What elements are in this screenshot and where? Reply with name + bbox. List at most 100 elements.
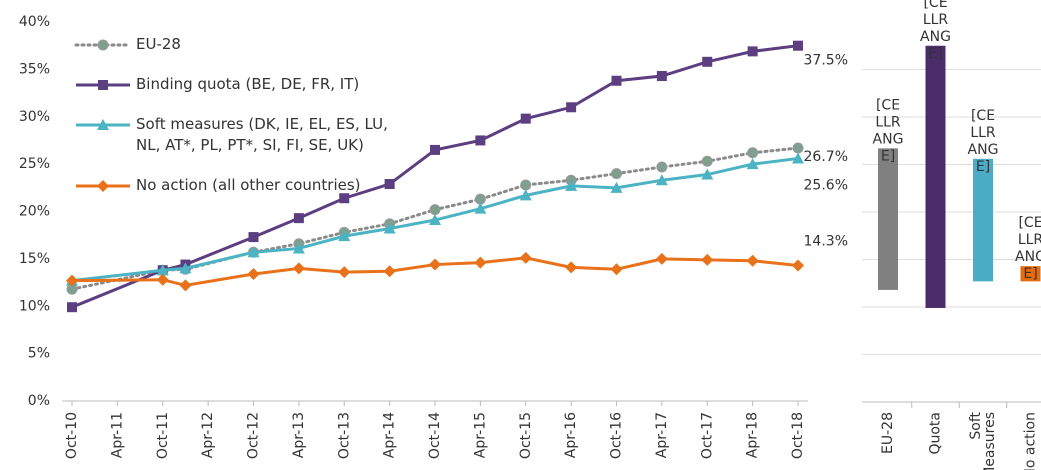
legend: EU-28 Binding quota (BE, DE, FR, IT) Soft … (74, 34, 404, 215)
data-label: [CE LLR ANG E] (1015, 215, 1041, 282)
marker (474, 202, 487, 214)
marker (429, 258, 441, 271)
x-tick-label: Oct-18 (790, 412, 806, 459)
legend-entry: No action (all other countries) (74, 175, 404, 196)
marker (520, 113, 531, 124)
marker (655, 174, 668, 186)
x-tick-label: Apr-17 (654, 412, 670, 458)
x-tick-label: Oct-16 (609, 412, 625, 459)
marker (611, 168, 622, 180)
marker (429, 214, 441, 226)
marker (746, 254, 759, 267)
series-line (71, 256, 799, 287)
marker (656, 71, 667, 82)
data-label: 25.6% (804, 177, 848, 193)
data-label: [CE LLR ANG E] (920, 0, 951, 62)
y-tick-label: 10% (19, 298, 50, 314)
marker (156, 273, 169, 286)
marker (792, 259, 804, 272)
marker (701, 168, 714, 180)
range-bar (925, 45, 946, 308)
marker (429, 204, 441, 216)
marker (97, 39, 109, 51)
marker (97, 119, 109, 130)
marker (97, 180, 109, 192)
marker (430, 144, 440, 155)
x-tick-label: Oct-15 (518, 412, 534, 459)
marker (474, 256, 487, 269)
x-tick-label: Oct-14 (427, 412, 443, 459)
x-tick-label: EU-28 (880, 412, 896, 454)
x-tick-label: Apr-12 (200, 412, 216, 458)
marker (792, 142, 804, 154)
marker (383, 222, 396, 234)
legend-label: EU-28 (136, 35, 181, 53)
legend-icon (74, 39, 132, 51)
legend-label: Soft measures (DK, IE, EL, ES, LU, NL, A… (136, 115, 388, 154)
x-tick-label: Quota (928, 412, 944, 455)
marker (655, 252, 668, 265)
legend-entry: Soft measures (DK, IE, EL, ES, LU, NL, A… (74, 114, 404, 156)
data-label: [CE LLR ANG E] (968, 108, 999, 175)
y-tick-label: 30% (19, 109, 50, 125)
marker (248, 232, 259, 243)
marker (383, 265, 396, 278)
marker (98, 80, 108, 90)
marker (179, 262, 192, 274)
range-bar (1020, 266, 1041, 282)
marker (656, 161, 668, 173)
marker (338, 230, 351, 242)
series-line (71, 156, 799, 283)
x-tick-label: No action (1023, 412, 1039, 470)
marker (67, 302, 77, 313)
marker (66, 274, 78, 287)
data-label: 37.5% (804, 53, 848, 69)
marker (746, 158, 759, 170)
x-tick-label: Apr-14 (382, 412, 398, 458)
marker (701, 253, 714, 266)
marker (293, 213, 304, 224)
x-tick-label: Apr-16 (563, 412, 579, 458)
x-tick-label: Apr-15 (472, 412, 488, 458)
marker (247, 246, 260, 258)
x-tick-label: SoftMeasures (968, 411, 998, 470)
marker (384, 179, 395, 190)
marker (519, 251, 532, 264)
legend-entry: Binding quota (BE, DE, FR, IT) (74, 74, 404, 95)
range-bar (973, 158, 993, 282)
marker (610, 263, 623, 276)
marker (247, 268, 260, 281)
y-tick-label: 0% (28, 393, 50, 409)
x-tick-label: Apr-11 (109, 412, 125, 458)
marker (792, 152, 804, 164)
marker (610, 181, 623, 193)
marker (156, 264, 169, 276)
marker (702, 56, 713, 67)
data-label: [CE LLR ANG E] (873, 97, 904, 164)
marker (793, 40, 803, 51)
series-line (71, 44, 799, 309)
data-label: 14.3% (804, 234, 848, 250)
marker (292, 242, 305, 254)
y-tick-label: 35% (19, 61, 50, 77)
y-tick-label: 5% (28, 346, 50, 362)
marker (747, 46, 758, 57)
legend-icon (76, 119, 130, 130)
x-tick-label: Oct-12 (246, 412, 262, 459)
x-tick-label: Oct-10 (64, 412, 80, 459)
y-tick-label: 25% (19, 156, 50, 172)
marker (179, 279, 192, 292)
x-tick-label: Apr-13 (291, 412, 307, 458)
legend-icon (76, 180, 130, 192)
marker (565, 179, 578, 191)
legend-icon (76, 80, 130, 90)
marker (520, 179, 532, 191)
legend-label: Binding quota (BE, DE, FR, IT) (136, 75, 360, 93)
legend-entry: EU-28 (74, 34, 404, 55)
marker (611, 75, 622, 86)
data-label: 26.7% (804, 149, 848, 165)
marker (701, 155, 713, 167)
marker (475, 135, 486, 146)
